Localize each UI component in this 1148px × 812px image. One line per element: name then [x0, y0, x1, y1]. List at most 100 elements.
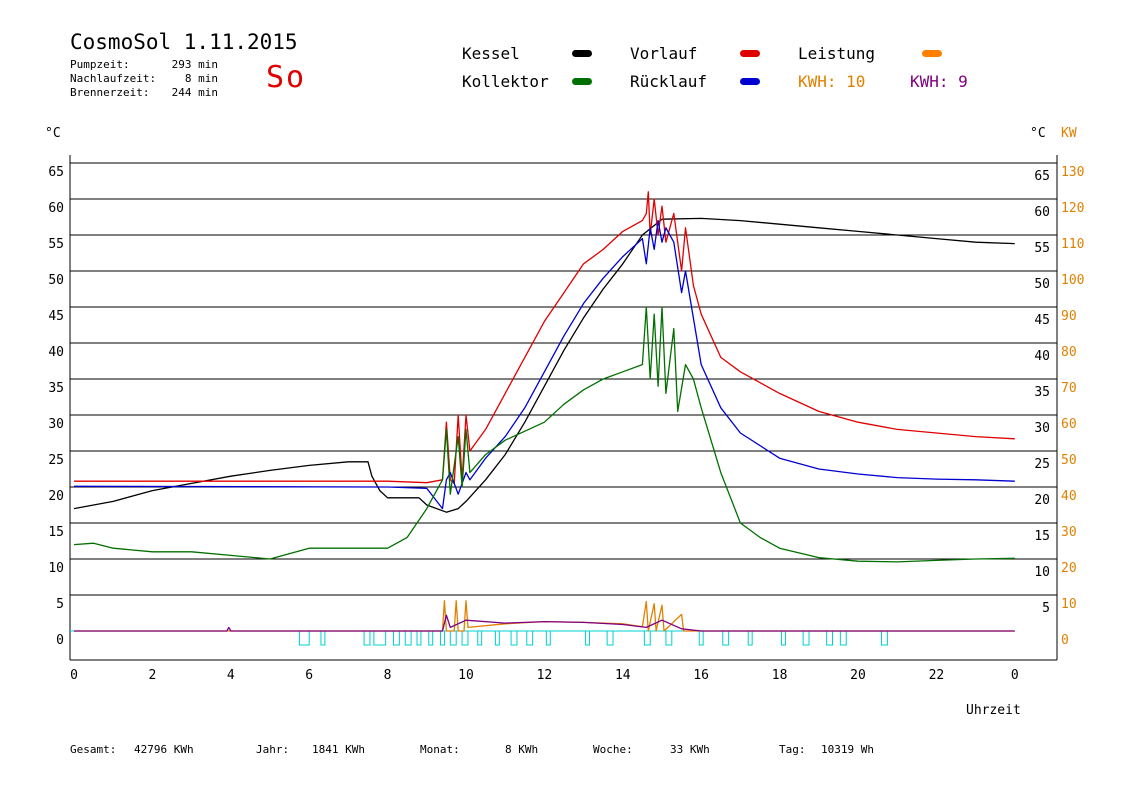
legend-kwh-purple: KWH: 9	[910, 72, 968, 91]
pump-pulse	[363, 630, 371, 646]
pump-pulse	[781, 630, 786, 646]
x-tick-label: 10	[458, 668, 474, 683]
stat-value: 244 min	[171, 86, 218, 99]
x-axis-label: Uhrzeit	[966, 703, 1021, 718]
pump-pulse	[643, 630, 651, 646]
pump-pulse	[722, 630, 730, 646]
pump-pulse	[545, 630, 551, 646]
stat-nachlaufzeit: Nachlaufzeit: 8 min	[70, 72, 218, 85]
y-tick-label-right-power: 130	[1061, 165, 1084, 180]
y-tick-label-right-temp: 25	[1034, 457, 1050, 472]
y-tick-label-right-power: 30	[1061, 525, 1077, 540]
y-tick-label-right-temp: 60	[1034, 205, 1050, 220]
y-tick-label-right-temp: 35	[1034, 385, 1050, 400]
legend-swatch-ruecklauf	[740, 78, 760, 85]
y-tick-label-right-temp: 45	[1034, 313, 1050, 328]
legend-swatch-vorlauf	[740, 50, 760, 57]
footer-gesamt-label: Gesamt:	[70, 743, 117, 756]
legend-swatch-kessel	[572, 50, 592, 57]
x-tick-label: 0	[1011, 668, 1019, 683]
y-tick-label-right-power: 10	[1061, 597, 1077, 612]
y-tick-label-right-power: 110	[1061, 237, 1084, 252]
pump-pulse	[881, 630, 888, 646]
legend-label-vorlauf: Vorlauf	[630, 44, 698, 63]
pump-pulse	[428, 630, 434, 646]
pump-pulse	[665, 630, 673, 646]
x-tick-label: 8	[384, 668, 392, 683]
y-tick-label-right-temp: 15	[1034, 529, 1050, 544]
footer-monat-label: Monat:	[420, 743, 460, 756]
series-line-vorlauf	[74, 191, 1015, 485]
series-line-kollektor	[73, 306, 1015, 563]
pump-pulse	[747, 630, 753, 646]
pump-pulse	[510, 630, 518, 646]
stat-value: 8 min	[184, 72, 218, 85]
pump-pulse	[698, 630, 704, 646]
y-tick-label-left: 65	[48, 165, 64, 180]
legend-label-kessel: Kessel	[462, 44, 520, 63]
y-tick-label-left: 30	[48, 417, 64, 432]
y-tick-label-left: 60	[48, 201, 64, 216]
x-tick-label: 12	[537, 668, 553, 683]
stat-pumpzeit: Pumpzeit: 293 min	[70, 58, 218, 71]
y-tick-label-right-power: 40	[1061, 489, 1077, 504]
y-tick-label-right-temp: 50	[1034, 277, 1050, 292]
footer-monat-value: 8 KWh	[505, 743, 539, 756]
y-tick-label-left: 10	[48, 561, 64, 576]
y-tick-label-left: 5	[56, 597, 64, 612]
y-tick-label-right-temp: 10	[1034, 565, 1050, 580]
y-tick-label-right-power: 100	[1061, 273, 1084, 288]
stat-label: Pumpzeit:	[70, 58, 130, 71]
y-tick-label-right-temp: 30	[1034, 421, 1050, 436]
pump-pulse	[416, 630, 422, 646]
x-tick-label: 20	[850, 668, 866, 683]
y-tick-label-right-power: 60	[1061, 417, 1077, 432]
pump-pulse	[606, 630, 614, 646]
pump-pulse	[440, 630, 445, 646]
pump-pulse	[404, 630, 412, 646]
y-tick-label-right-power: 20	[1061, 561, 1077, 576]
y-tick-label-right-power: 0	[1061, 633, 1069, 648]
footer-tag-value: 10319 Wh	[821, 743, 874, 756]
series-line-leistung	[74, 600, 1015, 632]
pump-pulse	[494, 630, 500, 646]
y-axis-label-left: °C	[45, 126, 61, 141]
y-tick-label-right-power: 70	[1061, 381, 1077, 396]
legend-label-kollektor: Kollektor	[462, 72, 549, 91]
pump-pulse	[839, 630, 847, 646]
x-tick-label: 16	[693, 668, 709, 683]
y-tick-label-right-temp: 65	[1034, 169, 1050, 184]
chart-title: CosmoSol 1.11.2015	[70, 30, 298, 54]
y-axis-label-right-power: KW	[1061, 126, 1077, 141]
x-tick-label: 2	[148, 668, 156, 683]
y-tick-label-left: 55	[48, 237, 64, 252]
x-tick-label: 4	[227, 668, 235, 683]
y-tick-label-left: 35	[48, 381, 64, 396]
stat-brennerzeit: Brennerzeit: 244 min	[70, 86, 218, 99]
footer-jahr-label: Jahr:	[256, 743, 290, 756]
y-tick-label-right-power: 80	[1061, 345, 1077, 360]
footer-jahr-value: 1841 KWh	[312, 743, 365, 756]
y-axis-label-right-temp: °C	[1030, 126, 1046, 141]
y-tick-label-right-temp: 20	[1034, 493, 1050, 508]
y-tick-label-right-power: 50	[1061, 453, 1077, 468]
stat-label: Brennerzeit:	[70, 86, 150, 99]
y-tick-label-left: 40	[48, 345, 64, 360]
series-line-r-cklauf	[73, 219, 1015, 510]
x-tick-label: 14	[615, 668, 631, 683]
series-line-kessel	[73, 217, 1015, 513]
pump-pulse	[526, 630, 534, 646]
stat-value: 293 min	[171, 58, 218, 71]
pump-pulse	[461, 630, 469, 646]
pump-pulse	[298, 630, 310, 646]
y-tick-label-left: 0	[56, 633, 64, 648]
pump-pulse	[373, 630, 387, 646]
y-tick-label-right-temp: 55	[1034, 241, 1050, 256]
legend-swatch-kollektor	[572, 78, 592, 85]
pump-pulse	[477, 630, 483, 646]
legend-kwh-orange: KWH: 10	[798, 72, 866, 91]
footer-tag-label: Tag:	[779, 743, 806, 756]
weekday-label: So	[266, 60, 307, 95]
y-tick-label-right-power: 90	[1061, 309, 1077, 324]
